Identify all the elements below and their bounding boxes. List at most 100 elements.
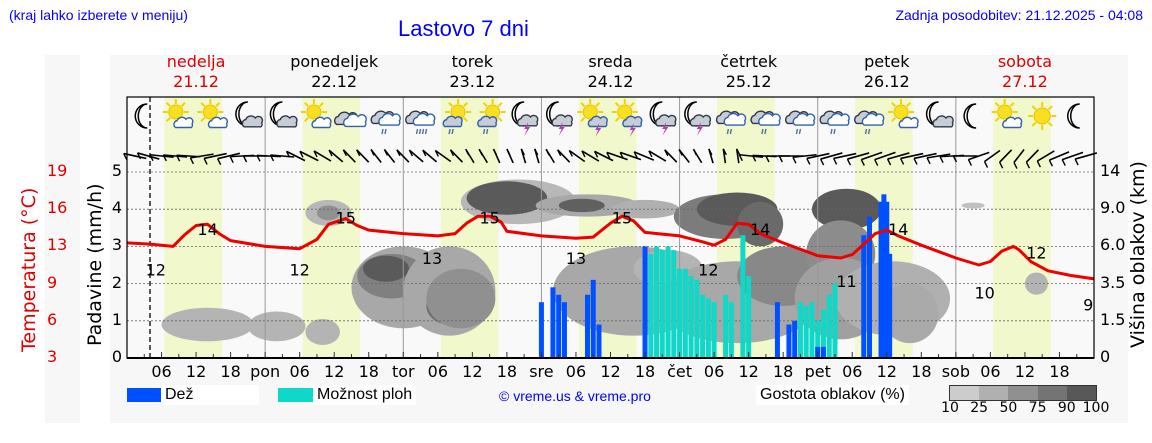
temperature-label: 13 <box>422 249 442 268</box>
wind-barb-icon <box>449 149 464 163</box>
wind-barb-icon <box>342 149 356 163</box>
x-tick-label: 12 <box>1015 362 1035 381</box>
wind-barb-icon <box>967 151 990 166</box>
axis-tick-label: 5 <box>111 161 122 180</box>
wind-barb-icon <box>806 152 830 165</box>
wind-barb-icon <box>545 148 556 164</box>
moon-clear-icon <box>1066 103 1080 129</box>
axis-tick-label: 3 <box>111 235 122 255</box>
wind-barb-icon <box>792 153 817 164</box>
daylight-band <box>993 97 1051 358</box>
moon-thunder-icon <box>684 101 712 136</box>
x-tick-label: 18 <box>359 362 379 381</box>
rain-cloud-icon <box>785 110 816 135</box>
precip-bar <box>671 250 677 358</box>
day-header-0: nedelja 21.12 <box>136 52 256 92</box>
day-header-2: torek 23.12 <box>412 52 532 92</box>
temperature-label: 14 <box>197 220 217 239</box>
sun-icon <box>1028 102 1057 130</box>
precip-bar <box>556 294 562 358</box>
day-name: nedelja <box>166 52 226 71</box>
temperature-curve <box>126 214 1095 281</box>
wind-barb-icon <box>619 151 642 161</box>
x-tick-label: 12 <box>600 362 620 381</box>
precip-bar <box>826 294 832 358</box>
cloud-density-blob <box>305 318 340 345</box>
wind-barb-icon <box>999 149 1013 169</box>
wind-barb-icon <box>692 148 703 164</box>
precip-bar <box>803 305 809 358</box>
wind-barb-icon <box>983 149 1001 168</box>
rain-cloud-icon <box>819 110 850 135</box>
temperature-label: 12 <box>698 260 718 279</box>
temperature-label: 15 <box>612 209 632 228</box>
x-tick-label: sre <box>529 362 553 381</box>
moon-thunder-icon <box>545 101 573 136</box>
day-name: četrtek <box>720 52 778 71</box>
wind-barb-icon <box>568 149 586 163</box>
x-tick-label: 18 <box>635 362 655 381</box>
wind-barb-icon <box>708 148 714 164</box>
wind-barb-icon <box>1048 151 1070 167</box>
wind-barb-icon <box>860 151 883 166</box>
temperature-label: 13 <box>566 249 586 268</box>
precip-bar <box>832 283 838 358</box>
temperature-label: 12 <box>289 260 309 279</box>
precip-bar <box>884 201 890 358</box>
wind-barb-icon <box>1074 152 1098 166</box>
precip-bar <box>746 276 752 358</box>
sun-cloud-icon <box>888 99 919 129</box>
temperature-label: 15 <box>479 209 499 228</box>
wind-barb-icon <box>648 150 667 162</box>
precip-bar <box>705 298 711 358</box>
wind-barb-icon <box>123 152 147 160</box>
x-tick-label: 06 <box>566 362 586 381</box>
temperature-axis-panel <box>45 55 80 423</box>
wind-barb-icon <box>492 148 501 164</box>
precip-bar <box>648 253 654 358</box>
precip-bar <box>792 320 798 358</box>
moon-cloud-icon <box>269 101 298 128</box>
cloud-density-blob <box>316 205 340 221</box>
temperature-label: 12 <box>146 260 166 279</box>
precip-bar <box>711 302 717 358</box>
moon-cloud-icon <box>925 101 954 128</box>
wind-barb-icon <box>581 150 600 162</box>
cloud-density-blob <box>881 283 939 344</box>
wind-barb-icon <box>1013 148 1025 169</box>
temperature-label: 14 <box>888 220 908 239</box>
day-header-3: sreda 24.12 <box>551 52 671 92</box>
axis-tick-label: 13 <box>47 235 68 255</box>
rain-cloud-icon <box>854 110 885 135</box>
wind-barb-icon <box>203 152 227 165</box>
cloud-scale-tick: 50 <box>999 400 1018 416</box>
precip-bar <box>688 276 694 358</box>
temperature-label: 11 <box>836 272 856 291</box>
wind-barb-icon <box>556 149 571 163</box>
sun-rain-cloud-icon <box>442 99 472 135</box>
wind-barb-icon <box>820 152 843 166</box>
precip-bar <box>590 279 596 358</box>
axis-tick-label: 3.5 <box>1100 272 1126 292</box>
wind-barb-icon <box>285 150 306 162</box>
sun-cloud-icon <box>162 99 194 129</box>
precip-bar <box>538 302 544 358</box>
day-header-6: sobota 27.12 <box>965 52 1085 92</box>
wind-barb-icon <box>434 149 452 163</box>
axis-tick-label: 0 <box>111 347 122 366</box>
cloud-scale-tick: 100 <box>1082 400 1110 416</box>
cloud-density-blob <box>811 188 882 230</box>
wind-barb-icon <box>162 154 188 162</box>
precip-bar <box>815 320 821 358</box>
cloud-scale-tick: 90 <box>1057 400 1076 416</box>
precip-bar <box>654 246 660 358</box>
wind-barb-icon <box>846 152 870 166</box>
wind-barb-icon <box>952 155 978 163</box>
x-tick-label: 06 <box>289 362 309 381</box>
wind-barb-icon <box>422 149 438 163</box>
rain-cloud-icon <box>370 110 401 135</box>
location-menu-hint[interactable]: (kraj lahko izberete v meniju) <box>9 7 188 23</box>
copyright-link[interactable]: © vreme.us & vreme.pro <box>499 388 651 404</box>
day-header-5: petek 26.12 <box>827 52 947 92</box>
precip-bar <box>728 302 734 358</box>
